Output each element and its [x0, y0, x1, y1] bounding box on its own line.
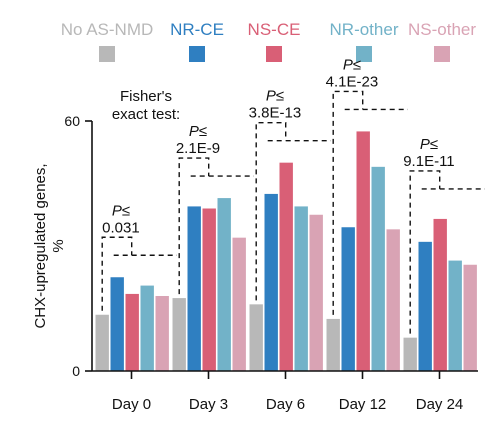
y-axis-label-line-1: CHX-upregulated genes, — [32, 163, 49, 328]
bar-1-2 — [110, 277, 124, 371]
bar-1-4 — [140, 285, 154, 371]
bar-4-3 — [356, 131, 370, 371]
x-tick-label-3: Day 6 — [266, 396, 305, 413]
legend-label-1: No AS-NMD — [61, 20, 154, 39]
bar-4-4 — [371, 166, 385, 371]
bar-3-2 — [264, 193, 278, 371]
x-tick-label-5: Day 24 — [416, 396, 464, 413]
bracket-1 — [101, 236, 177, 311]
bar-5-1 — [403, 337, 417, 371]
chart-axes: Day 0 Day 3 Day 6 Day 12 Day 24 0 60 CHX-upregu… — [32, 113, 478, 413]
legend-swatch-3 — [266, 46, 282, 62]
p-value-4: 4.1E-23 — [326, 73, 379, 90]
bar-4-2 — [341, 227, 355, 371]
bar-marks — [95, 131, 477, 371]
legend-swatch-1 — [99, 46, 115, 62]
bar-4-5 — [386, 229, 400, 371]
y-tick-label-1: 0 — [72, 363, 80, 379]
y-axis-label: CHX-upregulated genes,% — [32, 163, 67, 328]
bracket-4 — [332, 90, 408, 315]
bar-5-3 — [433, 218, 447, 371]
bar-2-1 — [172, 298, 186, 371]
p-label-5: P≤ — [420, 136, 438, 153]
legend-swatch-5 — [434, 46, 450, 62]
y-axis-label-line-2: % — [50, 239, 67, 252]
bar-1-5 — [155, 296, 169, 371]
bar-3-4 — [294, 206, 308, 371]
bar-2-3 — [202, 208, 216, 371]
legend-label-5: NS-other — [408, 20, 476, 39]
p-label-2: P≤ — [189, 123, 207, 140]
bar-5-5 — [463, 264, 477, 371]
legend-label-3: NS-CE — [248, 20, 301, 39]
legend-label-2: NR-CE — [170, 20, 224, 39]
p-value-1: 0.031 — [102, 219, 140, 236]
bar-2-4 — [217, 198, 231, 371]
x-tick-label-1: Day 0 — [112, 396, 151, 413]
p-value-5: 9.1E-11 — [403, 153, 454, 170]
bar-5-4 — [448, 260, 462, 371]
bar-3-1 — [249, 304, 263, 371]
p-label-1: P≤ — [112, 202, 130, 219]
chart-legend: No AS-NMD NR-CE NS-CE NR-other NS-other — [61, 20, 476, 62]
bracket-5 — [409, 170, 485, 334]
bar-1-3 — [125, 293, 139, 371]
bar-3-3 — [279, 162, 293, 371]
bar-5-2 — [418, 241, 432, 371]
p-label-3: P≤ — [266, 88, 284, 105]
fisher-title-line-1: Fisher's — [120, 88, 172, 105]
x-tick-label-4: Day 12 — [339, 396, 387, 413]
bar-4-1 — [326, 318, 340, 371]
x-tick-label-2: Day 3 — [189, 396, 228, 413]
fisher-title-line-2: exact test: — [112, 106, 180, 123]
bracket-3 — [255, 121, 331, 301]
legend-label-4: NR-other — [330, 20, 399, 39]
legend-swatch-2 — [189, 46, 205, 62]
legend-swatch-4 — [356, 46, 372, 62]
p-value-3: 3.8E-13 — [249, 105, 302, 122]
bar-2-2 — [187, 206, 201, 371]
y-tick-label-2: 60 — [64, 113, 80, 129]
bar-3-5 — [309, 214, 323, 371]
significance-brackets: P≤0.031P≤2.1E-9P≤3.8E-13P≤4.1E-23P≤9.1E-… — [101, 56, 485, 334]
p-value-2: 2.1E-9 — [176, 140, 220, 157]
bracket-2 — [178, 157, 254, 295]
bar-1-1 — [95, 314, 109, 371]
bar-2-5 — [232, 237, 246, 371]
p-label-4: P≤ — [343, 56, 361, 73]
